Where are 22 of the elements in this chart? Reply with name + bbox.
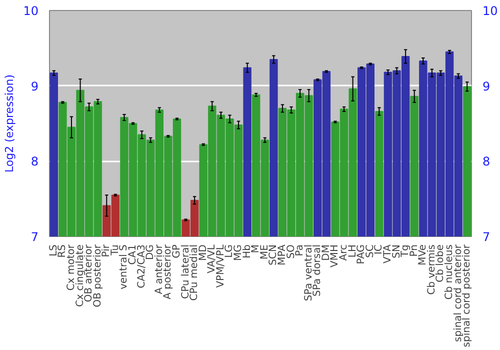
x-tick-label: A posterior [162, 244, 174, 300]
y2-tick-label: 10 [482, 4, 498, 18]
y2-tick-label: 7 [482, 230, 490, 244]
y2-tick-label: 8 [482, 154, 490, 169]
x-tick-label: DG [145, 244, 156, 260]
y-tick-label: 7 [30, 230, 39, 244]
x-tick-label: GP [171, 244, 182, 258]
y-tick-label: 8 [30, 154, 39, 169]
y2-tick-label: 9 [482, 79, 490, 94]
x-tick-label: RS [57, 244, 68, 258]
x-tick-label: Cx motor [66, 244, 77, 291]
x-tick-label: Pa [294, 244, 306, 256]
x-tick-label: VTA [382, 244, 394, 264]
x-tick-label: MPA [276, 244, 288, 266]
x-tick-label: OB posterior [92, 244, 104, 308]
y-tick-label: 9 [30, 79, 39, 94]
x-tick-label: Cb lobe [435, 244, 446, 282]
x-tick-label: spinal cord posterior [462, 244, 473, 348]
x-tick-label: MVe [418, 244, 429, 266]
y-tick-label: 10 [23, 4, 39, 18]
y-axis-title: Log2 (expression) [3, 74, 16, 173]
x-tick-label: Tg [400, 244, 412, 258]
